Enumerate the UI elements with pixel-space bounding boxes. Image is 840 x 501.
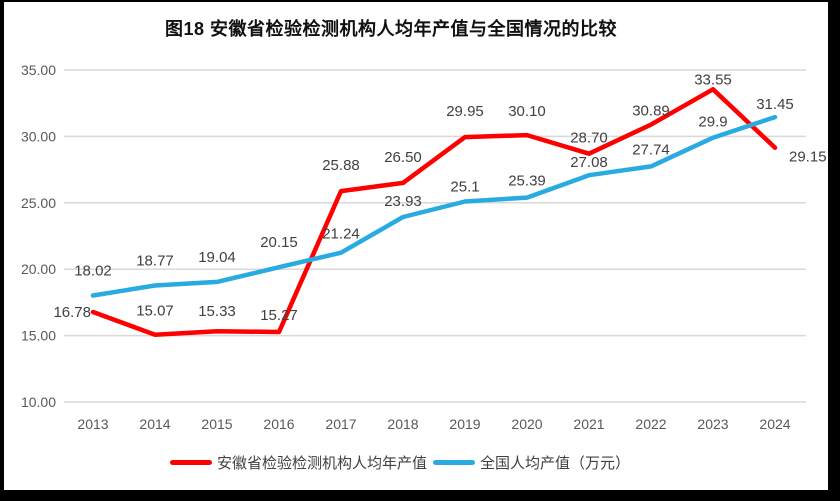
x-tick-label: 2020 [511, 416, 542, 432]
y-tick-label: 15.00 [21, 328, 56, 344]
x-tick-label: 2024 [759, 416, 790, 432]
data-label: 25.39 [508, 173, 546, 190]
data-label: 23.93 [384, 193, 422, 210]
data-label: 21.24 [322, 226, 360, 243]
x-tick-label: 2016 [263, 416, 294, 432]
x-tick-label: 2019 [449, 416, 480, 432]
data-label: 27.08 [570, 154, 608, 171]
data-label: 15.27 [260, 307, 298, 324]
blue-line-swatch-icon [433, 460, 475, 465]
x-tick-label: 2018 [387, 416, 418, 432]
x-tick-label: 2014 [139, 416, 170, 432]
chart-title: 图18 安徽省检验检测机构人均年产值与全国情况的比较 [164, 19, 618, 39]
red-line-swatch-icon [169, 460, 212, 465]
data-label: 30.10 [508, 103, 546, 120]
data-label: 30.89 [632, 103, 670, 120]
legend-label-anhui: 安徽省检验检测机构人均年产值 [216, 455, 427, 472]
data-label: 19.04 [198, 249, 236, 266]
data-label: 27.74 [632, 141, 670, 158]
x-tick-label: 2021 [573, 416, 604, 432]
data-label: 16.78 [53, 304, 91, 321]
x-tick-label: 2023 [697, 416, 728, 432]
chart-canvas [4, 2, 828, 490]
y-tick-label: 30.00 [21, 128, 56, 144]
y-tick-label: 10.00 [21, 394, 56, 410]
x-tick-label: 2015 [201, 416, 232, 432]
data-label: 28.70 [570, 130, 608, 147]
legend-item-anhui: 安徽省检验检测机构人均年产值 [169, 452, 427, 473]
y-tick-label: 35.00 [21, 62, 56, 78]
data-label: 15.33 [198, 303, 236, 320]
series-line-0 [90, 87, 778, 337]
data-label: 29.9 [698, 114, 727, 131]
data-label: 18.77 [136, 253, 174, 270]
data-label: 20.15 [260, 234, 298, 251]
x-tick-label: 2013 [77, 416, 108, 432]
x-tick-label: 2022 [635, 416, 666, 432]
data-label: 31.45 [756, 96, 794, 113]
data-label: 29.15 [789, 149, 827, 166]
legend-label-national: 全国人均产值（万元） [480, 455, 631, 472]
x-tick-label: 2017 [325, 416, 356, 432]
legend-item-national: 全国人均产值（万元） [433, 452, 630, 473]
data-label: 15.07 [136, 303, 174, 320]
y-tick-label: 20.00 [21, 261, 56, 277]
data-label: 26.50 [384, 149, 422, 166]
data-label: 25.88 [322, 157, 360, 174]
series-line-1 [90, 114, 778, 298]
y-tick-label: 25.00 [21, 195, 56, 211]
data-label: 25.1 [450, 179, 479, 196]
chart-legend: 安徽省检验检测机构人均年产值 全国人均产值（万元） [0, 452, 800, 473]
data-label: 18.02 [74, 263, 112, 280]
data-label: 33.55 [694, 71, 732, 88]
data-label: 29.95 [446, 103, 484, 120]
